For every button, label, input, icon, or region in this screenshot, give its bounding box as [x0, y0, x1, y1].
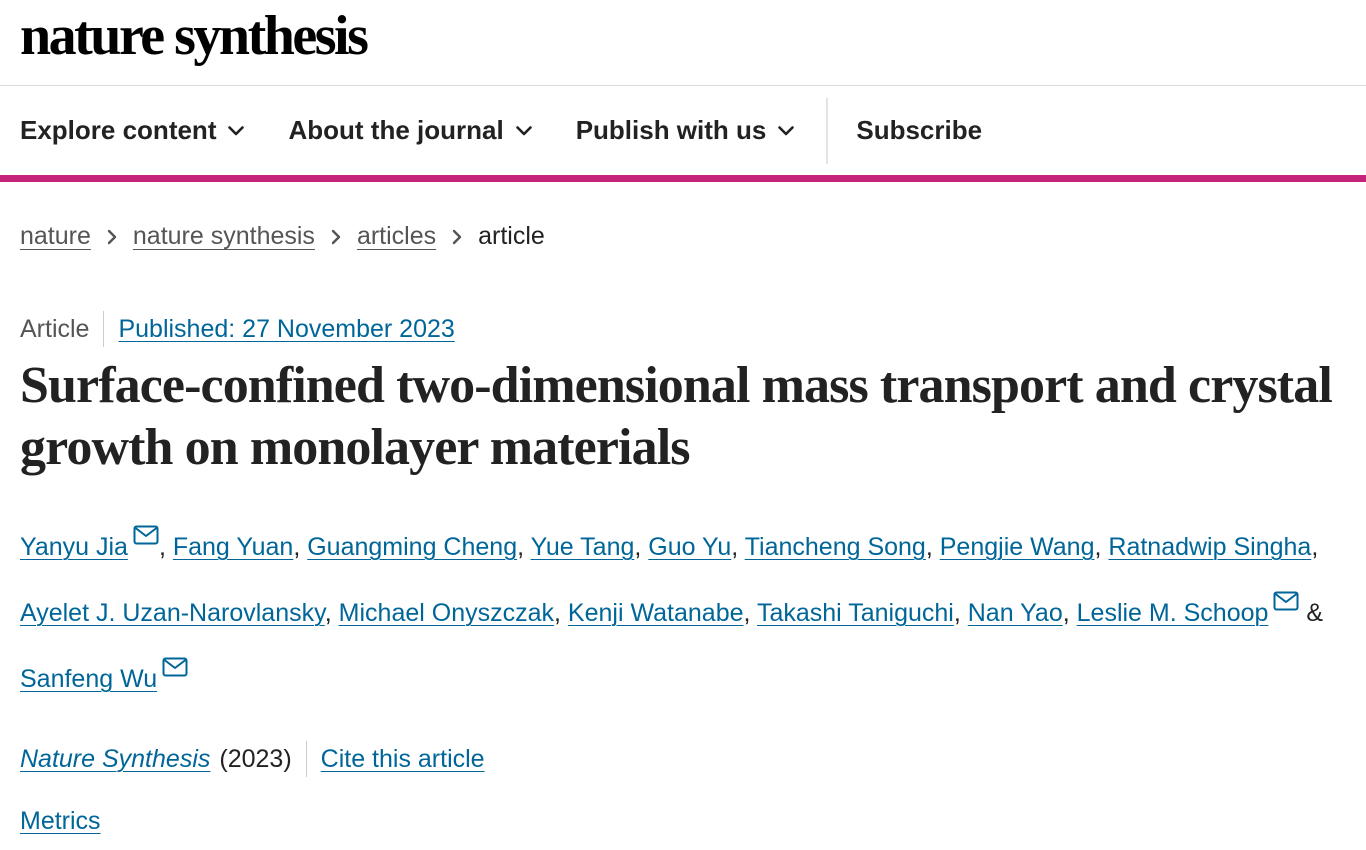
author-separator: ,	[293, 533, 308, 561]
author-link[interactable]: Guangming Cheng	[307, 533, 518, 561]
author-item: Leslie M. Schoop	[1076, 591, 1300, 627]
nav-explore-content[interactable]: Explore content	[20, 115, 245, 146]
author-item: Ayelet J. Uzan-Narovlansky	[20, 599, 325, 627]
metrics-link[interactable]: Metrics	[20, 807, 101, 835]
breadcrumb: nature nature synthesis articles article	[0, 222, 1366, 251]
author-link[interactable]: Tiancheng Song	[744, 533, 926, 561]
author-link[interactable]: Pengjie Wang	[939, 533, 1095, 561]
chevron-right-icon	[452, 229, 462, 245]
author-item: Sanfeng Wu	[20, 657, 188, 693]
publication-year: (2023)	[219, 744, 292, 773]
author-separator: ,	[731, 533, 745, 561]
author-separator: ,	[324, 599, 339, 627]
author-item: Yue Tang	[531, 533, 635, 561]
author-link[interactable]: Sanfeng Wu	[20, 665, 158, 693]
author-link[interactable]: Nan Yao	[967, 599, 1063, 627]
nav-item-label: About the journal	[288, 115, 504, 145]
breadcrumb-link-nature[interactable]: nature	[20, 222, 91, 250]
nav-divider	[826, 97, 829, 164]
cite-article-link[interactable]: Cite this article	[320, 744, 485, 773]
author-separator: ,	[517, 533, 531, 561]
masthead: nature synthesis	[0, 0, 1366, 86]
author-item: Nan Yao	[968, 599, 1063, 627]
chevron-right-icon	[331, 229, 341, 245]
author-link[interactable]: Takashi Taniguchi	[756, 599, 954, 627]
author-item: Tiancheng Song	[745, 533, 926, 561]
author-separator: ,	[1094, 533, 1109, 561]
breadcrumb-link-articles[interactable]: articles	[356, 222, 437, 250]
nav-item-label: Subscribe	[856, 115, 983, 145]
article-title: Surface-confined two-dimensional mass tr…	[20, 357, 1333, 476]
author-item: Kenji Watanabe	[568, 599, 744, 627]
author-separator: ,	[554, 599, 568, 627]
author-item: Yanyu Jia	[20, 525, 159, 561]
chevron-down-icon	[515, 125, 532, 136]
author-link[interactable]: Ratnadwip Singha	[1108, 533, 1312, 561]
author-item: Guo Yu	[648, 533, 731, 561]
mail-icon[interactable]	[133, 509, 159, 565]
author-item: Guangming Cheng	[307, 533, 517, 561]
citation-line: Nature Synthesis (2023) Cite this articl…	[0, 741, 1366, 777]
author-link[interactable]: Yanyu Jia	[20, 533, 128, 561]
meta-divider	[103, 311, 105, 347]
chevron-down-icon	[778, 125, 795, 136]
author-link[interactable]: Ayelet J. Uzan-Narovlansky	[20, 599, 325, 627]
author-item: Takashi Taniguchi	[757, 599, 954, 627]
author-list: Yanyu Jia, Fang Yuan, Guangming Cheng, Y…	[20, 509, 1350, 707]
author-item: Ratnadwip Singha	[1108, 533, 1311, 561]
nav-item-label: Explore content	[20, 115, 217, 145]
article-type: Article	[20, 314, 90, 343]
author-item: Fang Yuan	[173, 533, 293, 561]
chevron-right-icon	[107, 229, 117, 245]
author-link[interactable]: Fang Yuan	[172, 533, 294, 561]
mail-icon[interactable]	[162, 641, 188, 697]
author-link[interactable]: Kenji Watanabe	[567, 599, 744, 627]
metrics-section: Metrics	[0, 807, 1366, 836]
nav-publish-with-us[interactable]: Publish with us	[576, 115, 795, 146]
author-link[interactable]: Michael Onyszczak	[338, 599, 555, 627]
published-date-link[interactable]: Published: 27 November 2023	[118, 314, 455, 343]
journal-link[interactable]: Nature Synthesis	[20, 745, 210, 774]
mail-icon[interactable]	[1273, 575, 1299, 631]
main-nav: Explore content About the journal Publis…	[0, 86, 1366, 182]
author-separator: ,	[1062, 599, 1077, 627]
author-joiner: &	[1299, 599, 1324, 627]
author-separator: ,	[953, 599, 968, 627]
author-item: Michael Onyszczak	[339, 599, 554, 627]
author-item: Pengjie Wang	[940, 533, 1095, 561]
chevron-down-icon	[228, 125, 245, 136]
nav-item-label: Publish with us	[575, 115, 767, 145]
article-meta: Article Published: 27 November 2023	[0, 311, 1366, 347]
nav-subscribe[interactable]: Subscribe	[856, 115, 982, 146]
breadcrumb-current: article	[478, 222, 545, 250]
site-logo[interactable]: nature synthesis	[20, 5, 369, 67]
breadcrumb-link-nature-synthesis[interactable]: nature synthesis	[132, 222, 315, 250]
author-link[interactable]: Leslie M. Schoop	[1076, 599, 1269, 627]
author-separator: ,	[743, 599, 757, 627]
author-separator: ,	[1311, 533, 1319, 561]
citation-divider	[305, 741, 307, 777]
author-link[interactable]: Guo Yu	[648, 533, 732, 561]
author-link[interactable]: Yue Tang	[530, 533, 635, 561]
author-separator: ,	[634, 533, 649, 561]
author-separator: ,	[925, 533, 940, 561]
journal-name: Nature Synthesis	[20, 744, 211, 773]
nav-about-journal[interactable]: About the journal	[288, 115, 532, 146]
author-separator: ,	[158, 533, 173, 561]
